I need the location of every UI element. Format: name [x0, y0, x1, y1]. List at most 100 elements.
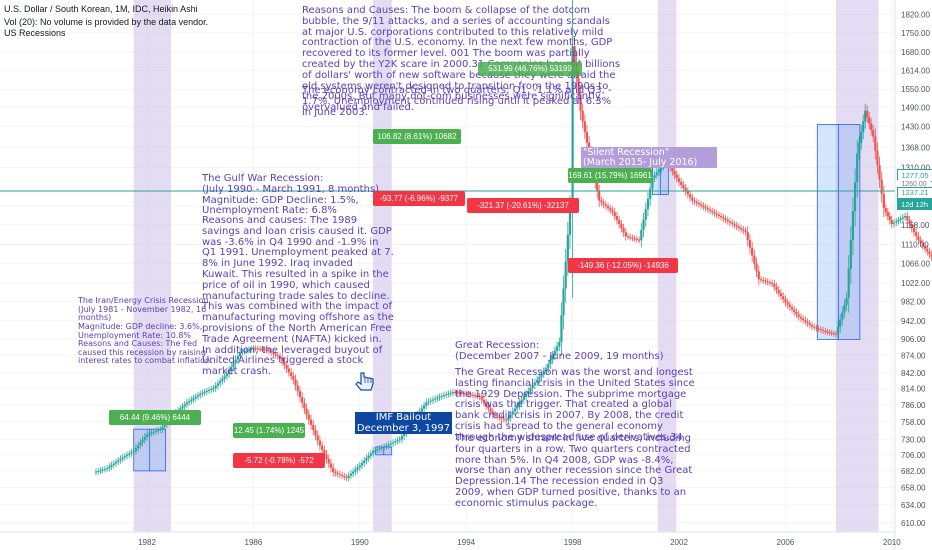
- price-badge-high: 1260.00: [897, 180, 931, 189]
- candle-body: [686, 191, 689, 195]
- y-tick-label: 658.00: [901, 484, 926, 493]
- candle-body: [372, 450, 375, 454]
- candle-body: [834, 333, 838, 335]
- candle-body: [677, 178, 681, 182]
- silent-recession-box[interactable]: "Silent Recession" (March 2015- July 201…: [581, 147, 717, 168]
- candle-body: [329, 463, 333, 468]
- candle-body: [114, 461, 118, 464]
- y-tick-label: 942.00: [901, 317, 926, 326]
- candle-body: [434, 398, 437, 400]
- candle-body: [615, 216, 619, 221]
- candle-body: [688, 194, 692, 198]
- y-tick-label: 786.00: [901, 401, 926, 410]
- gulf-causes-note: Reasons and causes: The 1989 savings and…: [202, 215, 394, 378]
- candle-body: [247, 349, 251, 351]
- candle-body: [128, 453, 131, 455]
- y-tick-label: 982.00: [901, 297, 926, 306]
- candle-body: [558, 341, 561, 347]
- imf-bailout-box[interactable]: IMF Bailout December 3, 1997: [355, 412, 452, 434]
- candle-body: [779, 293, 783, 297]
- candle-body: [500, 417, 503, 419]
- candle-body: [560, 315, 563, 342]
- candle-body: [154, 430, 157, 432]
- candle-body: [618, 220, 621, 225]
- candle-body: [137, 445, 140, 449]
- y-tick-label: 634.00: [901, 501, 926, 510]
- candle-body: [258, 348, 262, 350]
- candle-body: [94, 471, 98, 473]
- y-tick-label: 730.00: [901, 435, 926, 444]
- gulf-recession-note: The Gulf War Recession: (July 1990 - Mar…: [202, 173, 380, 217]
- candle-body: [744, 230, 747, 233]
- candle-body: [425, 402, 428, 406]
- candle-body: [210, 389, 213, 391]
- candle-body: [762, 279, 765, 281]
- candle-body: [485, 402, 488, 406]
- candle-body: [141, 439, 144, 443]
- candle-body: [746, 232, 749, 240]
- candle-body: [303, 402, 306, 409]
- candle-body: [571, 46, 574, 209]
- candle-body: [583, 121, 586, 132]
- candle-body: [119, 458, 122, 461]
- candle-body: [274, 353, 277, 356]
- x-tick-label: 1982: [138, 538, 156, 547]
- candle-body: [884, 208, 887, 213]
- candle-body: [205, 390, 208, 392]
- y-tick-label: 842.00: [901, 369, 926, 378]
- candle-body: [726, 220, 729, 222]
- candle-body: [821, 330, 825, 332]
- candle-body: [445, 394, 448, 396]
- candle-body: [312, 424, 315, 431]
- candle-body: [349, 473, 353, 476]
- measure-label-3[interactable]: -5.72 (-0.78%) -572: [233, 453, 325, 468]
- candle-body: [533, 382, 537, 386]
- volume-note: Vol (20): No volume is provided by the d…: [4, 17, 209, 27]
- candle-body: [139, 442, 142, 446]
- measure-label-8[interactable]: 169.61 (15.79%) 16961: [568, 168, 652, 183]
- candle-body: [897, 220, 900, 222]
- indicator-name[interactable]: US Recessions: [4, 28, 66, 38]
- candle-body: [731, 222, 734, 224]
- measure-label-2[interactable]: 12.45 (1.74%) 1245: [233, 423, 305, 438]
- candle-body: [123, 456, 126, 458]
- candle-body: [878, 165, 881, 180]
- candle-body: [847, 268, 850, 298]
- candle-body: [579, 94, 582, 111]
- candle-body: [930, 254, 932, 258]
- candle-body: [797, 314, 800, 317]
- x-tick-label: 1998: [564, 538, 582, 547]
- candle-body: [531, 385, 534, 389]
- candle-body: [542, 371, 545, 375]
- candle-body: [352, 471, 355, 474]
- candle-body: [764, 280, 767, 282]
- measure-label-1[interactable]: 64.44 (9.46%) 6444: [109, 410, 201, 425]
- candle-body: [680, 181, 683, 185]
- candle-body: [387, 444, 390, 446]
- candle-body: [103, 468, 106, 470]
- candle-body: [194, 396, 197, 399]
- candle-body: [706, 208, 709, 210]
- candle-body: [722, 217, 725, 219]
- candle-body: [207, 389, 211, 391]
- measure-label-9[interactable]: -149.36 (-12.05%) -14936: [568, 258, 678, 273]
- iran-causes-note: Reasons and Causes: The Fed caused this …: [78, 339, 213, 366]
- candle-body: [573, 46, 576, 63]
- candle-body: [438, 396, 441, 398]
- measure-label-5[interactable]: -93.77 (-6.96%) -9377: [373, 191, 465, 206]
- great-recession-title: Great Recession: (December 2007 - June 2…: [455, 340, 664, 362]
- candle-body: [646, 198, 650, 210]
- candle-body: [655, 172, 658, 176]
- candle-body: [657, 169, 661, 173]
- y-tick-label: 1368.00: [901, 143, 930, 152]
- candle-body: [702, 205, 705, 207]
- candle-body: [700, 204, 703, 206]
- candle-body: [720, 216, 723, 218]
- candle-body: [383, 446, 386, 448]
- measure-label-7[interactable]: 531.99 (46.76%) 53199: [478, 62, 582, 76]
- candle-body: [585, 131, 589, 143]
- measure-label-6[interactable]: -321.37 (-20.61%) -32137: [467, 198, 579, 213]
- candle-body: [420, 408, 423, 412]
- candle-body: [400, 436, 404, 440]
- measure-label-4[interactable]: 106.82 (8.61%) 10682: [373, 129, 461, 144]
